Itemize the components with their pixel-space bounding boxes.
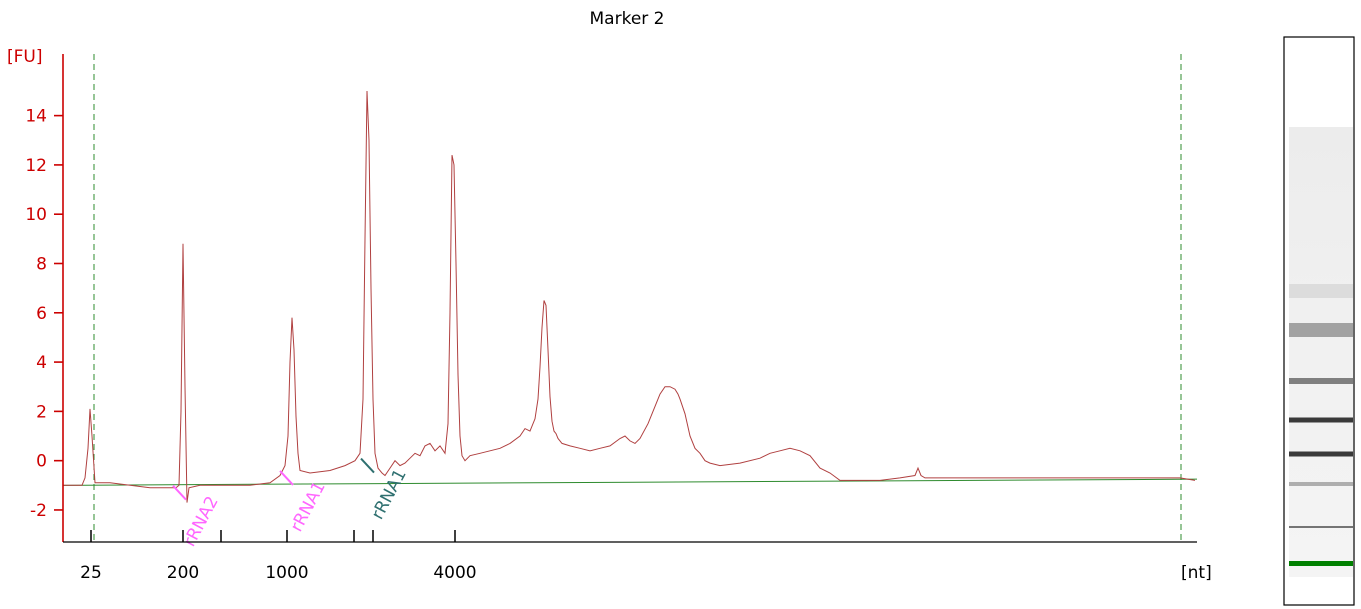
y-tick-label: 2	[36, 402, 47, 422]
marker-lines-layer	[93, 54, 1182, 542]
x-tick-label: 200	[167, 563, 199, 583]
y-ticks-layer: -2 0 2 4 6 8 10 12 14	[25, 107, 63, 521]
annotation-label-2: rRNA1	[287, 478, 330, 535]
gel-band-7	[1289, 526, 1353, 528]
gel-image-panel	[1283, 36, 1355, 606]
annotation-tick-3	[360, 457, 375, 474]
x-tick-label: 25	[80, 563, 102, 583]
y-tick-label: -2	[30, 501, 47, 521]
y-tick-label: 4	[36, 353, 47, 373]
gel-band-3	[1289, 378, 1353, 384]
baseline-line	[62, 478, 1198, 486]
y-tick-label: 0	[36, 452, 47, 472]
gel-lane	[1289, 127, 1353, 577]
y-tick-label: 14	[25, 107, 47, 127]
chart-title: Marker 2	[590, 9, 665, 29]
signal-trace-1	[63, 90, 1196, 503]
y-tick-label: 8	[36, 254, 47, 274]
gel-band-6	[1289, 482, 1353, 486]
annotation-tick-2	[279, 470, 294, 486]
annotation-tick-1	[172, 485, 187, 501]
gel-band-2	[1289, 323, 1353, 337]
annotation-layer: rRNA2 rRNA1 rRNA1	[172, 457, 411, 550]
x-axis-unit-label: [nt]	[1181, 563, 1212, 583]
y-tick-label: 12	[25, 156, 47, 176]
gel-band-5	[1289, 451, 1353, 457]
x-tick-label: 4000	[433, 563, 476, 583]
x-ticks-layer: 25 200 1000 4000	[80, 530, 477, 583]
gel-band-1	[1289, 284, 1353, 298]
y-axis-unit-label: [FU]	[7, 47, 43, 67]
gel-band-4	[1289, 417, 1353, 423]
gel-bands-layer	[1289, 284, 1353, 566]
gel-marker-band	[1289, 561, 1353, 566]
x-tick-label: 1000	[265, 563, 308, 583]
series-layer	[63, 90, 1196, 503]
baseline-layer	[62, 478, 1198, 486]
y-tick-label: 10	[25, 205, 47, 225]
y-tick-label: 6	[36, 304, 47, 324]
annotation-label-3: rRNA1	[368, 466, 411, 523]
